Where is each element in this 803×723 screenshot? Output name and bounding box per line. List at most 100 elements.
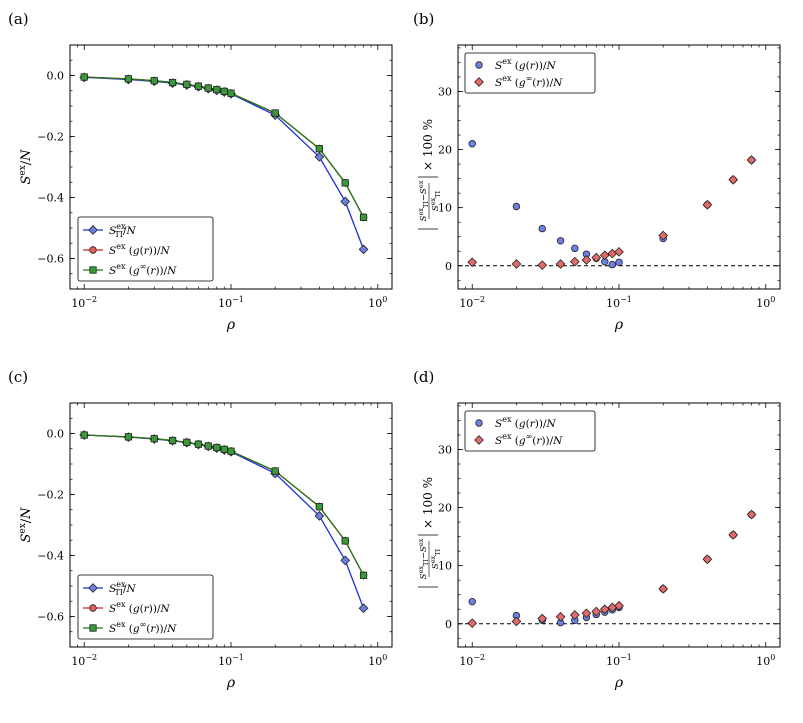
legend-label: Sex (g∞(r))/N — [495, 432, 563, 447]
data-point — [658, 230, 669, 241]
y-axis-label: Sex/N — [18, 507, 34, 543]
svg-text:× 100 %: × 100 % — [421, 119, 435, 171]
y-tick-label: −0.4 — [37, 550, 64, 563]
legend-marker — [474, 77, 484, 87]
data-point — [227, 447, 235, 455]
svg-text:× 100 %: × 100 % — [421, 477, 435, 529]
data-point — [168, 436, 177, 445]
data-point — [271, 109, 279, 117]
data-point — [204, 84, 212, 92]
y-tick-label: 10 — [438, 560, 452, 573]
y-axis-label: Sex/N — [18, 149, 34, 185]
x-tick-label: 10−1 — [606, 295, 632, 310]
data-point — [746, 155, 757, 165]
chart-panel-a: (a) 10−2 10−1 100 0.0 −0.2 −0.4 −0.6 ρ Sex/N Sex TI… — [8, 10, 393, 333]
legend-marker — [89, 266, 97, 274]
legend-marker — [89, 246, 97, 254]
data-point — [537, 613, 548, 624]
legend: Sex TI/N Sex (g(r))/N Sex (g∞(r))/N — [77, 574, 214, 640]
data-point — [614, 246, 624, 257]
y-tick-label: 0.0 — [47, 428, 65, 441]
y-tick-label: 20 — [438, 144, 452, 157]
legend-marker — [88, 225, 98, 235]
legend-label: Sex (g(r))/N — [109, 600, 171, 615]
data-point — [340, 196, 351, 207]
legend: Sex (g(r))/N Sex (g∞(r))/N — [464, 410, 596, 452]
plot-frame — [69, 402, 393, 648]
data-point — [581, 608, 592, 619]
data-point — [511, 616, 522, 627]
data-point — [227, 89, 235, 97]
data-point — [150, 435, 158, 443]
data-point — [358, 603, 369, 614]
data-point — [194, 82, 203, 90]
svg-text:SexTI−Sex: SexTI−Sex — [417, 538, 430, 579]
data-point — [80, 431, 88, 439]
y-tick-label: −0.6 — [37, 253, 64, 266]
legend-label: Sex (g∞(r))/N — [109, 620, 177, 635]
x-axis-label: ρ — [614, 675, 624, 691]
data-point — [468, 140, 476, 148]
legend-marker — [475, 419, 483, 427]
data-point — [512, 202, 521, 211]
data-point — [555, 259, 566, 269]
data-point — [168, 78, 177, 87]
legend-label: Sex (g(r))/N — [495, 415, 557, 430]
legend-label: Sex TI/N — [109, 222, 137, 239]
data-point — [614, 600, 624, 611]
data-point — [555, 611, 566, 622]
data-point — [315, 145, 323, 153]
plot-frame — [457, 44, 781, 290]
svg-text:SexTI: SexTI — [429, 190, 442, 211]
data-point — [468, 597, 476, 606]
x-tick-label: 10−1 — [218, 295, 244, 310]
data-point — [315, 503, 323, 511]
data-point — [359, 213, 368, 221]
data-point — [591, 606, 602, 617]
x-tick-label: 100 — [368, 653, 387, 668]
x-tick-label: 10−2 — [459, 653, 485, 668]
legend-marker — [88, 583, 98, 593]
data-point — [556, 237, 565, 245]
y-tick-label: −0.2 — [37, 131, 64, 144]
data-point — [569, 610, 580, 620]
legend-marker — [475, 61, 483, 69]
data-point — [183, 80, 191, 88]
panel-label: (c) — [8, 368, 28, 386]
panel-label: (a) — [8, 10, 29, 28]
y-tick-label: 0 — [445, 260, 452, 273]
y-tick-label: 0.0 — [47, 70, 65, 83]
data-point — [220, 445, 228, 453]
x-tick-label: 10−2 — [459, 295, 485, 310]
legend-marker — [89, 624, 97, 632]
chart-panel-c: (c) 10−2 10−1 100 0.0 −0.2 −0.4 −0.6 ρ Sex/N Sex TI… — [8, 368, 393, 691]
data-point — [358, 244, 369, 255]
y-tick-label: 10 — [438, 202, 452, 215]
y-tick-label: 30 — [438, 443, 452, 456]
legend-marker — [474, 435, 484, 445]
data-point — [571, 244, 579, 253]
data-point — [220, 87, 228, 95]
data-point — [702, 554, 713, 565]
data-point — [538, 224, 546, 233]
data-point — [340, 555, 351, 566]
data-point — [728, 530, 739, 540]
data-point — [615, 258, 623, 266]
y-tick-label: −0.2 — [37, 489, 64, 502]
svg-text:SexTI: SexTI — [429, 548, 442, 569]
plot-frame — [457, 402, 781, 648]
data-point — [124, 75, 133, 83]
data-point — [511, 259, 522, 269]
data-point — [183, 438, 191, 446]
data-point — [581, 255, 592, 265]
panel-label: (d) — [413, 368, 434, 386]
y-tick-label: 0 — [445, 618, 452, 631]
data-point — [728, 174, 739, 185]
y-tick-label: −0.4 — [37, 192, 64, 205]
data-point — [271, 467, 279, 475]
data-point — [150, 77, 158, 85]
